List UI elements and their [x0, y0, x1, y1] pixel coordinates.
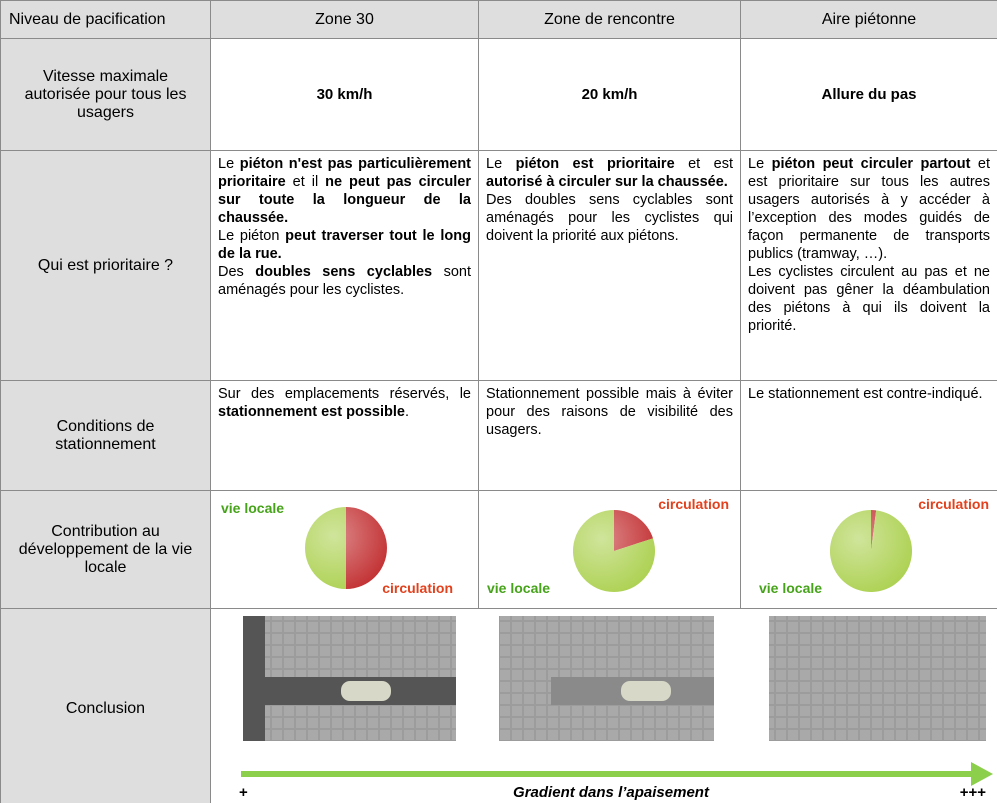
row: Conclusion + Gradient dans l’apaisement ++… — [0, 608, 997, 803]
text-run: sont aménagés pour les cyclistes. — [218, 264, 471, 298]
text-run: Le stationnement est contre-indiqué. — [748, 386, 983, 402]
text-run: et est prioritaire sur tous les autres u… — [748, 156, 990, 262]
text-run: Le — [486, 156, 516, 172]
paragraph: Le piéton peut circuler partout et est p… — [748, 155, 990, 263]
text-run: Le — [748, 156, 772, 172]
row-label: Contribution au développement de la vie … — [0, 490, 211, 609]
header-cell: Zone 30 — [210, 0, 479, 39]
paragraph: Les cyclistes circulent au pas et ne doi… — [748, 263, 990, 335]
pie-chart: vie locale circulation — [221, 500, 453, 596]
photo — [769, 616, 986, 741]
cell: + Gradient dans l’apaisement +++ — [210, 608, 997, 803]
bold-run: piéton peut circuler partout — [771, 156, 971, 172]
gradient-end: +++ — [960, 784, 987, 801]
paragraph: Sur des emplacements réservés, le statio… — [218, 385, 471, 421]
gradient-label: Gradient dans l’apaisement — [513, 784, 710, 801]
pie-chart: vie locale circulation — [487, 496, 729, 596]
cell: vie locale circulation — [478, 490, 741, 609]
text-run: Les cyclistes circulent au pas et ne doi… — [748, 264, 990, 334]
paragraph: Le stationnement est contre-indiqué. — [748, 385, 990, 403]
bold-run: doubles sens cyclables — [255, 264, 433, 280]
cell: Le piéton n'est pas particulièrement pri… — [210, 150, 479, 381]
car — [341, 681, 391, 701]
gradient-start: + — [239, 784, 248, 801]
row: Vitesse maximale autorisée pour tous les… — [0, 38, 997, 151]
cell: Allure du pas — [740, 38, 997, 151]
cell: 30 km/h — [210, 38, 479, 151]
text-run: Des — [218, 264, 256, 280]
pie-shine — [830, 510, 912, 592]
pie-label: vie locale — [221, 500, 284, 516]
row-label: Conditions de stationnement — [0, 380, 211, 491]
cell: Sur des emplacements réservés, le statio… — [210, 380, 479, 491]
bold-run: ne peut pas circuler sur toute la longue… — [218, 174, 471, 226]
bold-run: piéton n'est pas particulièrement priori… — [218, 156, 471, 190]
text-run: Stationnement possible mais à éviter pou… — [486, 386, 733, 438]
pie-label: vie locale — [759, 580, 822, 596]
paragraph: Le piéton est prioritaire et est autoris… — [486, 155, 733, 191]
cell: vie locale circulation — [740, 490, 997, 609]
bold-run: autorisé à circuler sur la chaussée. — [486, 174, 728, 190]
row-label: Vitesse maximale autorisée pour tous les… — [0, 38, 211, 151]
header-cell: Aire piétonne — [740, 0, 997, 39]
header-cell: Niveau de pacification — [0, 0, 211, 39]
text-run: et est — [674, 156, 733, 172]
pie-label: circulation — [382, 580, 453, 596]
pie-label: vie locale — [487, 580, 550, 596]
bold-run: peut traverser tout le long de la rue. — [218, 228, 471, 262]
text-run: Le — [218, 156, 240, 172]
cell: Le piéton est prioritaire et est autoris… — [478, 150, 741, 381]
paragraph: Stationnement possible mais à éviter pou… — [486, 385, 733, 439]
pie-shine — [305, 507, 387, 589]
paragraph: Des doubles sens cyclables sont aménagés… — [218, 263, 471, 299]
cell: vie locale circulation — [210, 490, 479, 609]
header-row: Niveau de pacification Zone 30 Zone de r… — [0, 0, 997, 39]
bold-run: stationnement est possible — [218, 404, 405, 420]
pie-chart: vie locale circulation — [759, 496, 989, 596]
row-label: Conclusion — [0, 608, 211, 803]
cell: 20 km/h — [478, 38, 741, 151]
text-run: . — [404, 404, 409, 420]
row-label: Qui est prioritaire ? — [0, 150, 211, 381]
header-cell: Zone de rencontre — [478, 0, 741, 39]
cell: Le stationnement est contre-indiqué. — [740, 380, 997, 491]
cell: Stationnement possible mais à éviter pou… — [478, 380, 741, 491]
row: Conditions de stationnement Sur des empl… — [0, 380, 997, 491]
conclusion-graphic: + Gradient dans l’apaisement +++ — [239, 616, 993, 801]
cell: Le piéton peut circuler partout et est p… — [740, 150, 997, 381]
paragraph: Le piéton peut traverser tout le long de… — [218, 227, 471, 263]
car — [621, 681, 671, 701]
paragraph: Le piéton n'est pas particulièrement pri… — [218, 155, 471, 227]
pie-label: circulation — [918, 496, 989, 512]
text-run: et il — [285, 174, 326, 190]
text-run: Le piéton — [218, 228, 286, 244]
arrow-head — [971, 762, 993, 786]
street — [243, 616, 265, 741]
row: Contribution au développement de la vie … — [0, 490, 997, 609]
bold-run: piéton est prioritaire — [515, 156, 675, 172]
text-run: Des doubles sens cyclables sont aménagés… — [486, 192, 733, 244]
row: Qui est prioritaire ? Le piéton n'est pa… — [0, 150, 997, 381]
text-run: Sur des emplacements réservés, le — [218, 386, 471, 402]
pie-label: circulation — [658, 496, 729, 512]
paragraph: Des doubles sens cyclables sont aménagés… — [486, 191, 733, 245]
pie-shine — [573, 510, 655, 592]
